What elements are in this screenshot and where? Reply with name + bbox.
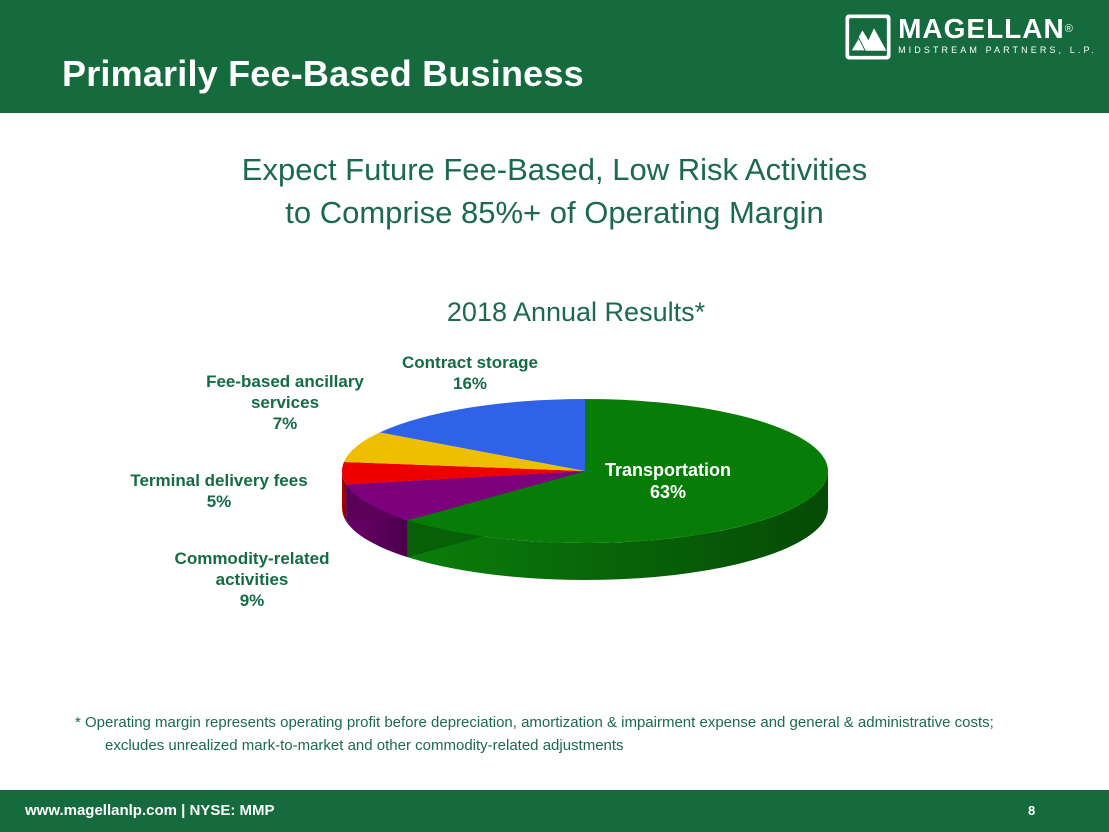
label-transportation-text: Transportation: [604, 460, 732, 480]
pie-slice-fee-based-ancillary-services: [343, 432, 585, 471]
label-fee-based-line1: Fee-based ancillary: [206, 372, 364, 391]
chart-title: 2018 Annual Results*: [446, 297, 706, 327]
label-commodity-pct: 9%: [239, 591, 265, 610]
footnote-line-2: excludes unrealized mark-to-market and o…: [105, 737, 624, 754]
footer-website-ticker: www.magellanlp.com | NYSE: MMP: [25, 802, 275, 819]
slide-title: Primarily Fee-Based Business: [62, 53, 584, 94]
label-contract-storage: Contract storage 16%: [402, 352, 538, 394]
page-number: 8: [1028, 803, 1036, 818]
logo-wordmark: MAGELLAN®: [898, 14, 1074, 44]
footnote-line-1: * Operating margin represents operating …: [75, 714, 994, 731]
footer-bar: www.magellanlp.com | NYSE: MMP 8: [0, 790, 1109, 832]
pie-side-commodity-related-activities: [346, 484, 408, 558]
label-transportation: Transportation 63%: [605, 459, 731, 503]
heading-line-2: to Comprise 85%+ of Operating Margin: [285, 195, 824, 230]
footnote: * Operating margin represents operating …: [75, 711, 1040, 757]
label-commodity-line1: Commodity-related: [174, 549, 330, 568]
registered-mark: ®: [1064, 23, 1074, 35]
label-fee-based-pct: 7%: [272, 414, 298, 433]
label-commodity-line2: activities: [215, 570, 289, 589]
label-commodity-related: Commodity-related activities 9%: [175, 548, 330, 611]
header-bar: Primarily Fee-Based Business MAGELLAN® M…: [0, 0, 1109, 113]
heading-line-1: Expect Future Fee-Based, Low Risk Activi…: [241, 152, 868, 187]
logo-subtitle: MIDSTREAM PARTNERS, L.P.: [898, 45, 1097, 55]
logo-name: MAGELLAN: [898, 13, 1065, 44]
magellan-logo: MAGELLAN® MIDSTREAM PARTNERS, L.P.: [845, 14, 1097, 60]
label-terminal-text: Terminal delivery fees: [130, 471, 308, 490]
label-terminal-pct: 5%: [206, 492, 232, 511]
pie-side-terminal-delivery-fees: [342, 471, 347, 522]
pie-slice-terminal-delivery-fees: [342, 461, 585, 485]
logo-text: MAGELLAN® MIDSTREAM PARTNERS, L.P.: [898, 14, 1097, 56]
pie-slice-commodity-related-activities: [346, 471, 585, 521]
pie-wall-1: [346, 471, 585, 522]
label-transportation-pct: 63%: [649, 482, 687, 502]
label-contract-storage-pct: 16%: [452, 374, 488, 393]
label-terminal-delivery: Terminal delivery fees 5%: [130, 470, 307, 512]
label-fee-based-ancillary: Fee-based ancillary services 7%: [206, 371, 364, 434]
pie-slice-contract-storage: [379, 399, 585, 471]
label-fee-based-line2: services: [250, 393, 320, 412]
pie-wall-0: [407, 471, 585, 558]
mountain-logo-icon: [845, 14, 891, 60]
label-contract-storage-text: Contract storage: [401, 353, 539, 372]
main-heading: Expect Future Fee-Based, Low Risk Activi…: [0, 148, 1109, 234]
